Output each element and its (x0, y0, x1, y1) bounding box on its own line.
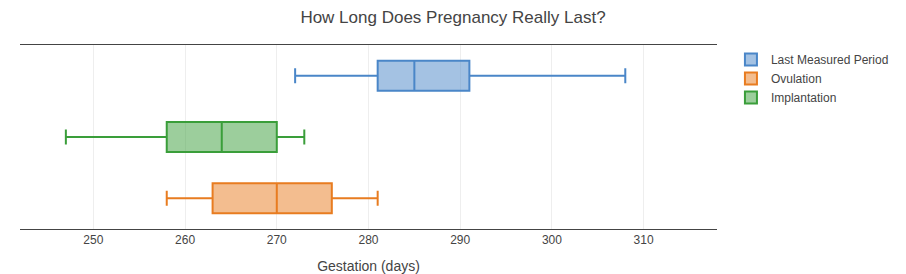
svg-text:250: 250 (83, 233, 103, 247)
svg-text:Last Measured Period: Last Measured Period (771, 53, 888, 67)
svg-text:310: 310 (634, 233, 654, 247)
svg-text:260: 260 (175, 233, 195, 247)
svg-text:Gestation (days): Gestation (days) (317, 258, 420, 274)
svg-text:Implantation: Implantation (771, 91, 836, 105)
svg-text:270: 270 (267, 233, 287, 247)
svg-text:290: 290 (450, 233, 470, 247)
svg-text:280: 280 (358, 233, 378, 247)
svg-text:How Long Does Pregnancy Really: How Long Does Pregnancy Really Last? (300, 8, 605, 27)
svg-text:Ovulation: Ovulation (771, 72, 822, 86)
svg-text:300: 300 (542, 233, 562, 247)
